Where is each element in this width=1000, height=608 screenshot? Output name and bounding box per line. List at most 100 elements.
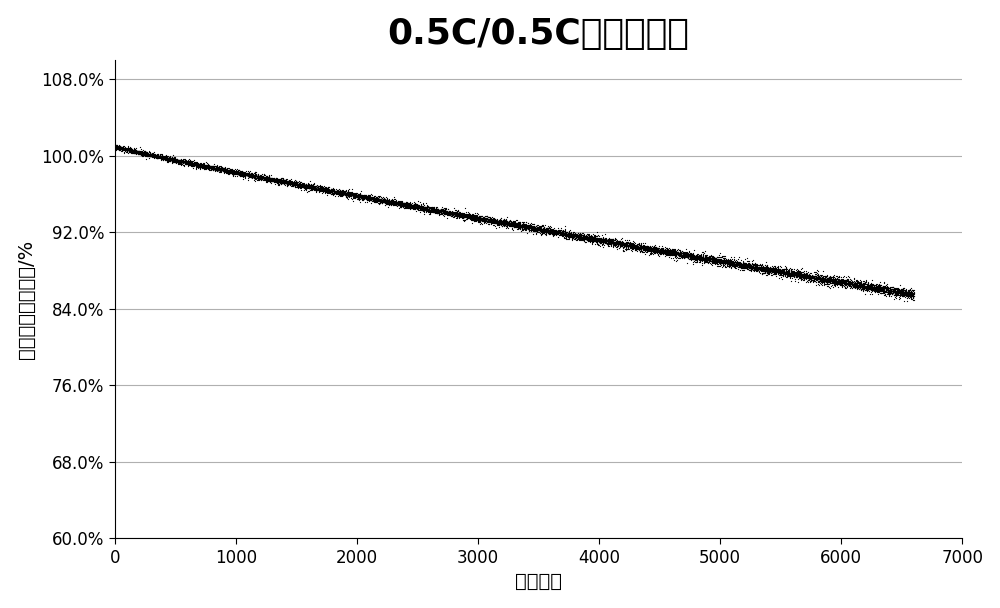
Point: [859, 283, 875, 292]
Point: [568, 232, 584, 241]
Point: [357, 197, 373, 207]
Point: [412, 202, 428, 212]
Point: [252, 172, 268, 182]
Point: [286, 180, 302, 190]
Point: [558, 229, 574, 239]
Point: [787, 269, 803, 279]
Point: [330, 187, 346, 197]
Point: [731, 262, 747, 272]
Point: [541, 229, 557, 238]
Point: [630, 240, 646, 249]
Point: [746, 263, 762, 272]
Point: [323, 184, 339, 193]
Point: [475, 214, 491, 224]
Point: [219, 164, 235, 174]
Point: [489, 216, 505, 226]
Point: [534, 226, 550, 236]
Point: [664, 247, 680, 257]
Point: [423, 203, 439, 213]
Point: [811, 274, 827, 283]
Point: [662, 250, 678, 260]
Point: [147, 151, 163, 161]
Point: [791, 270, 807, 280]
Point: [846, 278, 862, 288]
Point: [802, 268, 818, 278]
Point: [343, 190, 359, 199]
Point: [403, 200, 419, 210]
Title: 0.5C/0.5C循环曲线图: 0.5C/0.5C循环曲线图: [388, 16, 689, 50]
Point: [838, 275, 854, 285]
Point: [200, 161, 216, 171]
Point: [626, 241, 642, 250]
Point: [860, 282, 876, 291]
Point: [380, 195, 396, 205]
Point: [213, 163, 229, 173]
Point: [180, 156, 196, 166]
Point: [608, 236, 624, 246]
Point: [886, 290, 902, 300]
Point: [614, 239, 630, 249]
Point: [111, 143, 127, 153]
Point: [505, 217, 521, 227]
Point: [316, 185, 332, 195]
Point: [236, 170, 252, 179]
Point: [461, 213, 477, 223]
Point: [288, 179, 304, 189]
Point: [801, 272, 817, 282]
Point: [744, 261, 760, 271]
Point: [498, 219, 514, 229]
Point: [498, 223, 514, 232]
Point: [382, 198, 398, 208]
Point: [231, 165, 247, 175]
Point: [640, 242, 656, 252]
Point: [412, 202, 428, 212]
Point: [741, 263, 757, 272]
Point: [234, 171, 250, 181]
Point: [307, 184, 323, 194]
Point: [208, 164, 224, 173]
Point: [305, 183, 321, 193]
Point: [436, 211, 452, 221]
Point: [813, 275, 829, 285]
Point: [794, 270, 810, 280]
Point: [258, 173, 274, 183]
Point: [338, 188, 354, 198]
Point: [576, 234, 592, 244]
Point: [773, 271, 789, 280]
Point: [386, 197, 402, 207]
Point: [757, 265, 773, 275]
Point: [377, 197, 393, 207]
Point: [215, 165, 231, 175]
Point: [418, 204, 434, 214]
Point: [124, 146, 140, 156]
Point: [716, 255, 732, 265]
Point: [724, 258, 740, 268]
Point: [726, 255, 742, 264]
Point: [245, 171, 261, 181]
Point: [555, 227, 571, 237]
Point: [200, 163, 216, 173]
Point: [879, 285, 895, 295]
Point: [805, 272, 821, 282]
Point: [828, 275, 844, 285]
Point: [399, 197, 415, 207]
Point: [834, 276, 850, 286]
Point: [115, 143, 131, 153]
Point: [220, 167, 236, 177]
Point: [770, 266, 786, 275]
Point: [755, 261, 771, 271]
Point: [662, 247, 678, 257]
Point: [653, 247, 669, 257]
Point: [216, 165, 232, 174]
Point: [898, 287, 914, 297]
Point: [520, 218, 536, 227]
Point: [312, 183, 328, 193]
Point: [275, 173, 291, 183]
Point: [702, 252, 718, 262]
Point: [693, 251, 709, 261]
Point: [590, 236, 606, 246]
Point: [334, 188, 350, 198]
Point: [320, 186, 336, 196]
Point: [882, 287, 898, 297]
Point: [461, 212, 477, 222]
